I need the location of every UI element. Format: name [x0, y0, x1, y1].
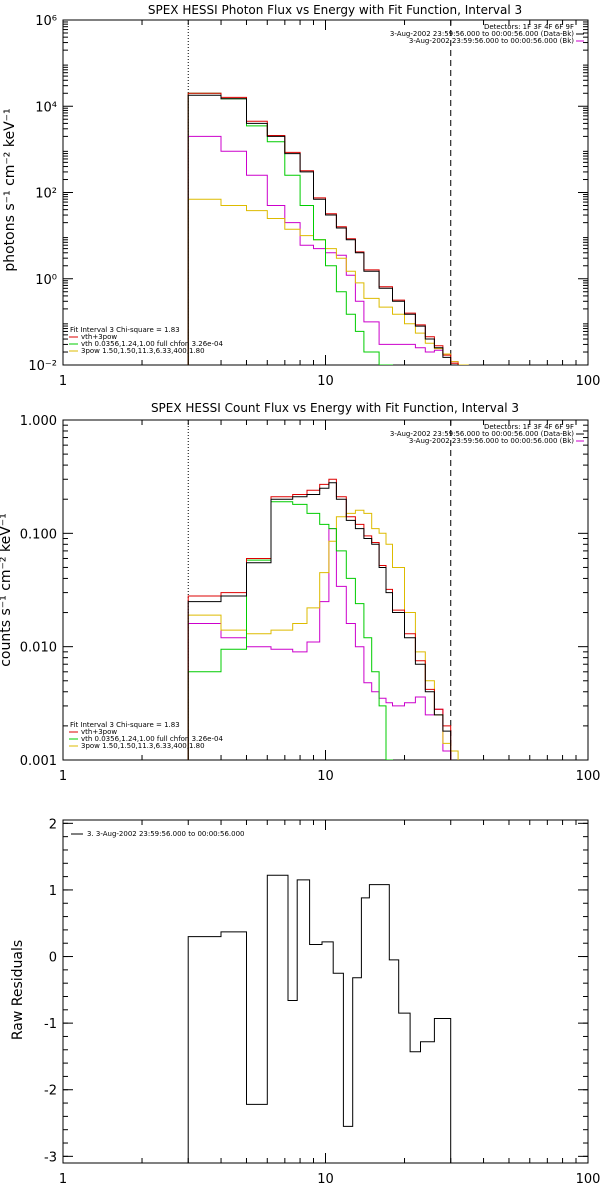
photon-flux-panel: SPEX HESSI Photon Flux vs Energy with Fi… — [2, 3, 600, 389]
count-flux-top-legend-text: 3-Aug-2002 23:59:56.000 to 00:00:56.000 … — [409, 437, 574, 445]
count-flux-y-axis-label: counts s⁻¹ cm⁻² keV⁻¹ — [0, 513, 14, 667]
count-flux-top-legend-text: Detectors: 1F 3F 4F 6F 9F — [484, 423, 574, 431]
count-flux-plot-area: 1 10 100 0.001 0.010 0.100 1.000 Detectors: 1F … — [20, 414, 600, 784]
count-flux-series-group — [187, 478, 459, 760]
residuals-y-tick-label: 2 — [49, 817, 57, 832]
residuals-series-series — [187, 874, 452, 1163]
count-flux-series-vth — [187, 501, 393, 760]
photon-flux-bottom-legend-text: Fit Interval 3 Chi-square = 1.83 — [70, 326, 180, 334]
photon-flux-y-tick-label: 10² — [35, 187, 57, 202]
count-flux-top-legend-text: 3-Aug-2002 23:59:56.000 to 00:00:56.000 … — [390, 430, 574, 438]
count-flux-y-tick-label: 0.100 — [20, 527, 57, 542]
photon-flux-plot-area: 1 10 100 10⁻² 10⁰ 10² 10⁴ 10⁶ Detectors: 1F 3F 4… — [28, 14, 600, 389]
residuals-y-tick-label: 0 — [49, 951, 57, 966]
photon-flux-series-vth — [187, 92, 393, 365]
photon-flux-top-legend-text: 3-Aug-2002 23:59:56.000 to 00:00:56.000 … — [409, 37, 574, 45]
residuals-y-tick-label: -2 — [44, 1084, 57, 1099]
residuals-y-axis-label: Raw Residuals — [10, 940, 26, 1040]
count-flux-series-data-bk — [187, 482, 452, 760]
photon-flux-top-legend-text: Detectors: 1F 3F 4F 6F 9F — [484, 23, 574, 31]
residuals-x-tick-label: 100 — [576, 1172, 600, 1187]
count-flux-y-tick-label: 0.010 — [20, 641, 57, 656]
residuals-y-tick-label: 1 — [49, 884, 57, 899]
residuals-panel: Raw Residuals 1 10 100 -3 -2 -1 0 1 2 3. 3-Aug-20… — [10, 817, 600, 1187]
photon-flux-x-tick-label: 10 — [317, 374, 334, 389]
residuals-axes-frame — [62, 819, 589, 1164]
count-flux-x-tick-label: 100 — [576, 769, 600, 784]
residuals-legend-text: 3. 3-Aug-2002 23:59:56.000 to 00:00:56.0… — [87, 830, 245, 838]
count-flux-panel: SPEX HESSI Count Flux vs Energy with Fit… — [0, 401, 600, 784]
photon-flux-y-tick-label: 10⁰ — [35, 273, 57, 288]
photon-flux-bottom-legend-text: vth 0.0356,1.24,1.00 full chfon 3.26e-04 — [81, 340, 223, 348]
photon-flux-y-tick-label: 10⁻² — [28, 359, 57, 374]
count-flux-bottom-legend-text: Fit Interval 3 Chi-square = 1.83 — [70, 721, 180, 729]
count-flux-x-tick-label: 10 — [317, 769, 334, 784]
photon-flux-bottom-legend-text: 3pow 1.50,1.50,11.3,6.33,400,1.80 — [81, 347, 205, 355]
photon-flux-x-tick-label: 100 — [576, 374, 600, 389]
residuals-y-tick-label: -3 — [44, 1150, 57, 1165]
residuals-x-tick-label: 10 — [317, 1172, 334, 1187]
photon-flux-series-3pow — [187, 198, 469, 365]
count-flux-y-tick-label: 1.000 — [20, 414, 57, 429]
residuals-series-group — [187, 874, 452, 1163]
photon-flux-series-group — [187, 92, 469, 365]
count-flux-series-3pow — [187, 509, 459, 760]
count-flux-bottom-legend-text: 3pow 1.50,1.50,11.3,6.33,400,1.80 — [81, 742, 205, 750]
count-flux-series-bk — [187, 528, 452, 760]
photon-flux-bottom-legend-text: vth+3pow — [81, 333, 117, 341]
count-flux-title: SPEX HESSI Count Flux vs Energy with Fit… — [151, 401, 519, 415]
count-flux-series-vth-3pow — [187, 478, 452, 760]
photon-flux-x-tick-label: 1 — [59, 374, 67, 389]
photon-flux-series-bk — [187, 135, 459, 365]
count-flux-bottom-legend-text: vth+3pow — [81, 728, 117, 736]
residuals-plot-area: 1 10 100 -3 -2 -1 0 1 2 3. 3-Aug-2002 23:59:56.00… — [44, 817, 600, 1187]
photon-flux-top-legend-text: 3-Aug-2002 23:59:56.000 to 00:00:56.000 … — [390, 30, 574, 38]
count-flux-x-tick-label: 1 — [59, 769, 67, 784]
count-flux-y-tick-label: 0.001 — [20, 754, 57, 769]
residuals-x-tick-label: 1 — [59, 1172, 67, 1187]
count-flux-bottom-legend-text: vth 0.0356,1.24,1.00 full chfon 3.26e-04 — [81, 735, 223, 743]
count-flux-axes-frame — [62, 419, 589, 761]
photon-flux-y-tick-label: 10⁴ — [35, 100, 57, 115]
photon-flux-series-data-bk — [187, 94, 459, 365]
photon-flux-axes-frame — [62, 19, 589, 366]
photon-flux-title: SPEX HESSI Photon Flux vs Energy with Fi… — [148, 3, 522, 17]
photon-flux-y-axis-label: photons s⁻¹ cm⁻² keV⁻¹ — [2, 108, 18, 271]
photon-flux-y-tick-label: 10⁶ — [35, 14, 57, 29]
residuals-y-tick-label: -1 — [44, 1017, 57, 1032]
